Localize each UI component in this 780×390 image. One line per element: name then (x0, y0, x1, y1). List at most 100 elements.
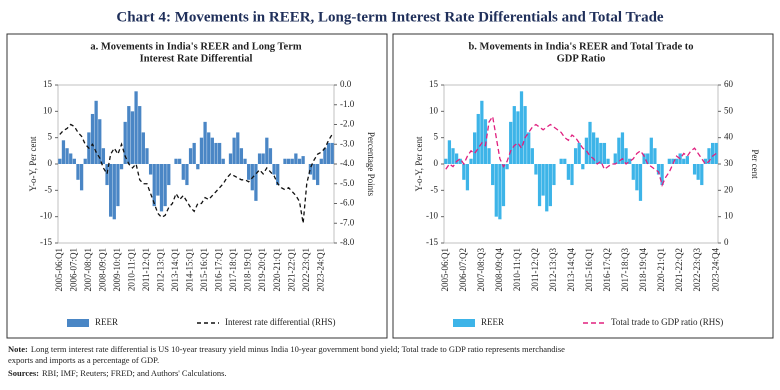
bar (692, 164, 697, 175)
bar (323, 148, 327, 164)
bar (330, 142, 334, 164)
bar (671, 158, 675, 164)
bar (254, 164, 258, 201)
bar (316, 164, 320, 186)
x-tick-label: 2020-21:Q1 (656, 248, 666, 292)
bar (491, 164, 495, 186)
bar (156, 164, 160, 196)
bar (494, 164, 498, 217)
bar (509, 121, 513, 164)
note: Note: Long term interest rate differentia… (8, 344, 565, 354)
bar (119, 164, 124, 170)
bar (519, 91, 524, 164)
bar (294, 153, 298, 164)
bar (700, 164, 704, 186)
bar (606, 158, 610, 164)
panel-b-frame (392, 33, 774, 339)
bar (617, 137, 621, 164)
bar (127, 106, 131, 164)
bar (90, 113, 95, 164)
bar (152, 164, 156, 207)
bar (523, 106, 527, 164)
bar (283, 158, 287, 164)
bar (537, 164, 542, 207)
bar (101, 148, 106, 164)
bar (642, 153, 646, 164)
y2-tick-label: -4.0 (340, 158, 355, 168)
note-label: Note: (8, 344, 28, 354)
x-tick-label: 2013-14:Q1 (170, 248, 180, 292)
bar (660, 164, 664, 186)
bar (228, 153, 233, 164)
bar (505, 164, 509, 170)
bar (573, 148, 578, 164)
bar (178, 158, 182, 164)
x-tick-label: 2014-15:Q1 (185, 248, 195, 292)
y-tick-label: -5 (431, 184, 439, 194)
bar (541, 164, 545, 196)
bar (239, 148, 244, 164)
bar (545, 164, 549, 212)
bar (145, 148, 149, 164)
y-tick-label: -10 (426, 211, 438, 221)
bar (667, 158, 671, 164)
y2-tick-label: -8.0 (340, 237, 355, 247)
sources: Sources: RBI; IMF; Reuters; FRED; and Aut… (8, 368, 227, 378)
bar (134, 91, 138, 164)
x-tick-label: 2007-08:Q1 (83, 248, 93, 292)
bar (628, 158, 632, 164)
y2-axis-label: Per cent (750, 149, 760, 179)
bar (174, 158, 178, 164)
bar (527, 132, 531, 164)
bar (188, 148, 193, 164)
bar (221, 158, 225, 164)
bar (480, 100, 484, 164)
bar (591, 132, 596, 164)
x-tick-label: 2017-18:Q3 (620, 248, 630, 292)
bar (563, 158, 567, 164)
x-tick-label: 2012-13:Q1 (156, 248, 166, 292)
legend-swatch (67, 319, 89, 327)
y2-tick-label: 30 (724, 158, 734, 168)
bar (138, 106, 142, 164)
x-tick-label: 2021-22:Q1 (286, 248, 296, 292)
bar (105, 164, 109, 186)
x-tick-label: 2012-13:Q3 (548, 248, 558, 292)
bar (141, 132, 145, 164)
bar (272, 164, 276, 175)
bar (214, 142, 218, 164)
bar (588, 121, 592, 164)
bar (599, 142, 603, 164)
panel-title: Interest Rate Differential (140, 53, 253, 64)
y2-tick-label: -5.0 (340, 178, 355, 188)
x-tick-label: 2005-06:Q1 (440, 248, 450, 292)
y2-tick-label: 10 (724, 211, 734, 221)
bar (602, 142, 607, 164)
bar (595, 137, 599, 164)
bar (577, 142, 581, 164)
y2-tick-label: 50 (724, 105, 734, 115)
x-tick-label: 2006-07:Q1 (68, 248, 78, 292)
bar (530, 148, 534, 164)
bar (516, 111, 520, 164)
bar (297, 158, 302, 164)
bar (566, 164, 571, 180)
bar (116, 164, 120, 207)
y-tick-label: 0 (48, 158, 53, 168)
bar (476, 113, 480, 164)
x-tick-label: 2015-16:Q1 (584, 248, 594, 292)
line (59, 123, 333, 224)
x-tick-label: 2010-11:Q1 (512, 248, 522, 291)
x-tick-label: 2013-14:Q4 (566, 248, 576, 292)
bar (83, 158, 87, 164)
panel-a-frame (6, 33, 388, 339)
x-tick-label: 2018-19:Q4 (638, 248, 648, 292)
bar (454, 153, 459, 164)
bar (465, 164, 470, 191)
y-tick-label: -15 (426, 237, 438, 247)
x-tick-label: 2022-23:Q3 (692, 248, 702, 292)
bar (308, 164, 313, 175)
bar (584, 137, 589, 164)
note-text: Long term interest rate differential is … (31, 344, 565, 354)
bar (98, 119, 102, 164)
